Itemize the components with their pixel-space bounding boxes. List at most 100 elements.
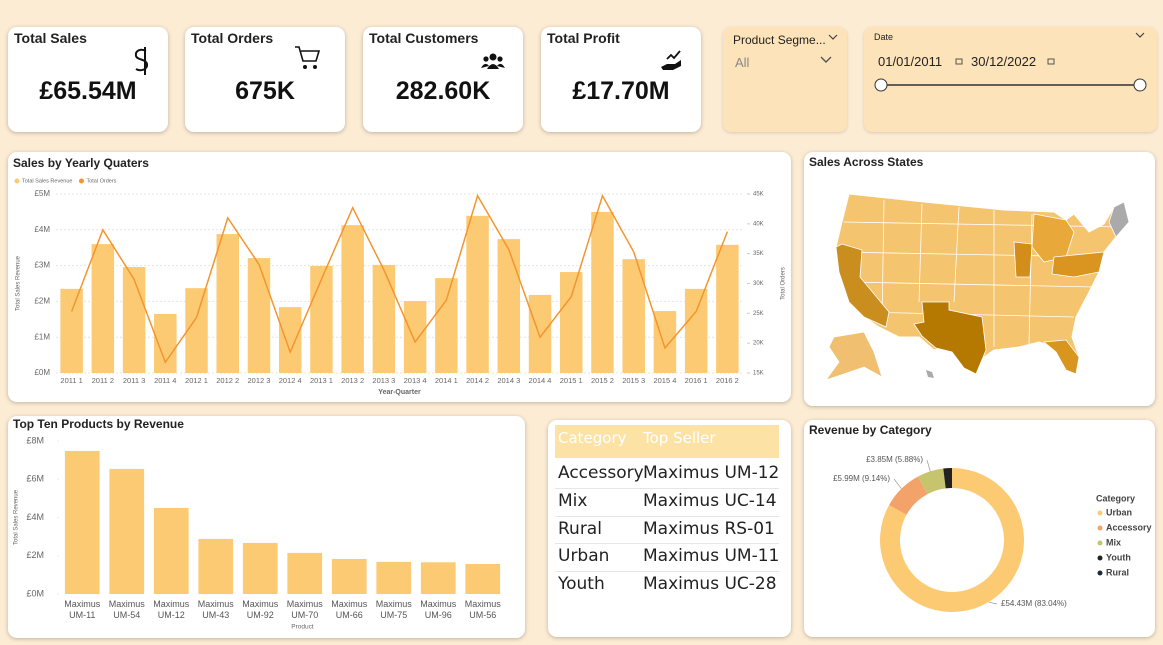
date-end[interactable]: 30/12/2022 [971,54,1037,69]
table-cell: Rural [558,518,602,539]
chart-title: Sales by Yearly Quaters [13,156,149,170]
donut-slice [918,468,946,495]
leader-line [988,601,998,605]
x-tick-label: Maximus UM-54 [108,599,145,620]
bar [216,234,239,373]
x-axis-title: Year-Quarter [378,389,421,396]
slider-handle[interactable] [874,78,888,92]
legend-marker [1097,540,1103,546]
bar [331,559,367,594]
table-cell: Mix [558,490,588,511]
legend-label: Urban [1106,507,1132,517]
y-axis-title: Total Sales Revenue [16,255,22,311]
bar [528,294,552,373]
state-region [1013,241,1033,278]
us-map: Sales Across States [809,155,1130,381]
slider-handle[interactable] [1133,78,1147,92]
table-header [555,425,779,458]
chart-title: Top Ten Products by Revenue [13,417,184,431]
table-cell: Maximus UC-28 [643,574,777,595]
state-region [824,331,883,381]
kpi-value: 675K [235,77,295,105]
y-tick-label: £4M [34,225,50,234]
y2-axis-title: Total Orders [781,267,787,300]
bar [653,311,677,373]
y-tick-label: £4M [26,512,44,522]
row-divider [555,487,779,489]
kpi-value: 282.60K [395,77,491,105]
x-tick-label: 2014 2 [466,376,489,385]
bar [91,244,115,373]
legend-label: Mix [1106,537,1121,547]
bar [185,288,208,373]
x-tick-label: Maximus UM-92 [242,599,279,620]
bar [64,450,100,594]
bar [287,552,323,594]
bar [376,561,412,594]
y2-tick-label: 45K [753,192,764,198]
y-tick-label: £1M [34,332,50,341]
bar [684,288,708,373]
data-label: £5.99M (9.14%) [833,474,890,483]
x-tick-label: 2013 4 [404,376,427,385]
x-tick-label: Maximus UM-12 [153,599,190,620]
bar [341,225,364,373]
donut-slice [889,476,928,515]
slicer-value[interactable]: All [735,55,750,70]
y-tick-label: £5M [34,189,50,198]
bar [153,507,189,594]
y2-tick-label: 20K [753,341,764,347]
y-tick-label: £6M [26,474,44,484]
y2-tick-label: 30K [753,281,764,287]
x-tick-label: 2014 3 [497,376,520,385]
chart-title: Revenue by Category [809,423,932,437]
kpi-title: Total Profit [547,30,620,46]
top-products-chart: Top Ten Products by Revenue £0M £2M £4M £6M… [13,417,501,631]
line [70,193,729,364]
bar [591,211,614,373]
y-tick-label: £0M [34,368,50,377]
row-divider [555,571,779,573]
combo-chart-card: Sales by Yearly Quaters £0M £1M £2M £3M £4M £… [8,152,791,402]
legend-label: Total Sales Revenue [22,178,72,184]
bar [716,244,739,373]
y-tick-label: £0M [26,588,44,598]
legend-label: Rural [1106,567,1129,577]
bar [154,313,177,373]
bar [497,239,521,373]
row-divider [555,515,779,517]
column-header: Category [558,429,627,447]
leader-line [893,478,902,489]
legend-label: Total Orders [86,178,116,184]
x-tick-label: 2015 2 [591,376,614,385]
bar [310,265,333,373]
table-cell: Maximus UM-12 [643,463,780,483]
legend-marker [1097,525,1103,531]
product-segment-slicer[interactable]: Product Segme... All [723,27,847,132]
legend-label: Youth [1106,552,1131,562]
y-tick-label: £2M [26,550,44,560]
table-cell: Maximus RS-01 [643,518,775,539]
x-tick-label: Maximus UM-11 [64,599,101,620]
x-tick-label: 2014 4 [529,376,552,385]
slicer-label: Date [874,32,894,42]
legend-marker [1097,555,1103,561]
bar [435,278,458,373]
kpi-title: Total Customers [369,30,479,46]
table-cell: Accessory [558,463,644,483]
table-cell: Maximus UM-11 [643,546,780,567]
y-tick-label: £8M [26,435,44,445]
x-tick-label: 2016 1 [685,376,708,385]
x-tick-label: 2014 1 [435,376,458,385]
y2-tick-label: 40K [753,221,764,227]
donut-card: Revenue by Category £54.43M (83.04%) £5.9… [804,420,1155,637]
data-label: £54.43M (83.04%) [1001,599,1067,608]
table-card: Category Top Seller Accessory Maximus UM-12… [548,420,791,637]
date-slicer[interactable]: Date 01/01/2011 30/12/2022 [864,27,1157,132]
bar [122,267,146,373]
combo-chart: Sales by Yearly Quaters £0M £1M £2M £3M £4M £… [13,156,787,396]
y-axis-title: Total Sales Revenue [14,489,20,545]
date-start[interactable]: 01/01/2011 [878,54,943,69]
bar [372,264,396,373]
bar [403,301,427,373]
